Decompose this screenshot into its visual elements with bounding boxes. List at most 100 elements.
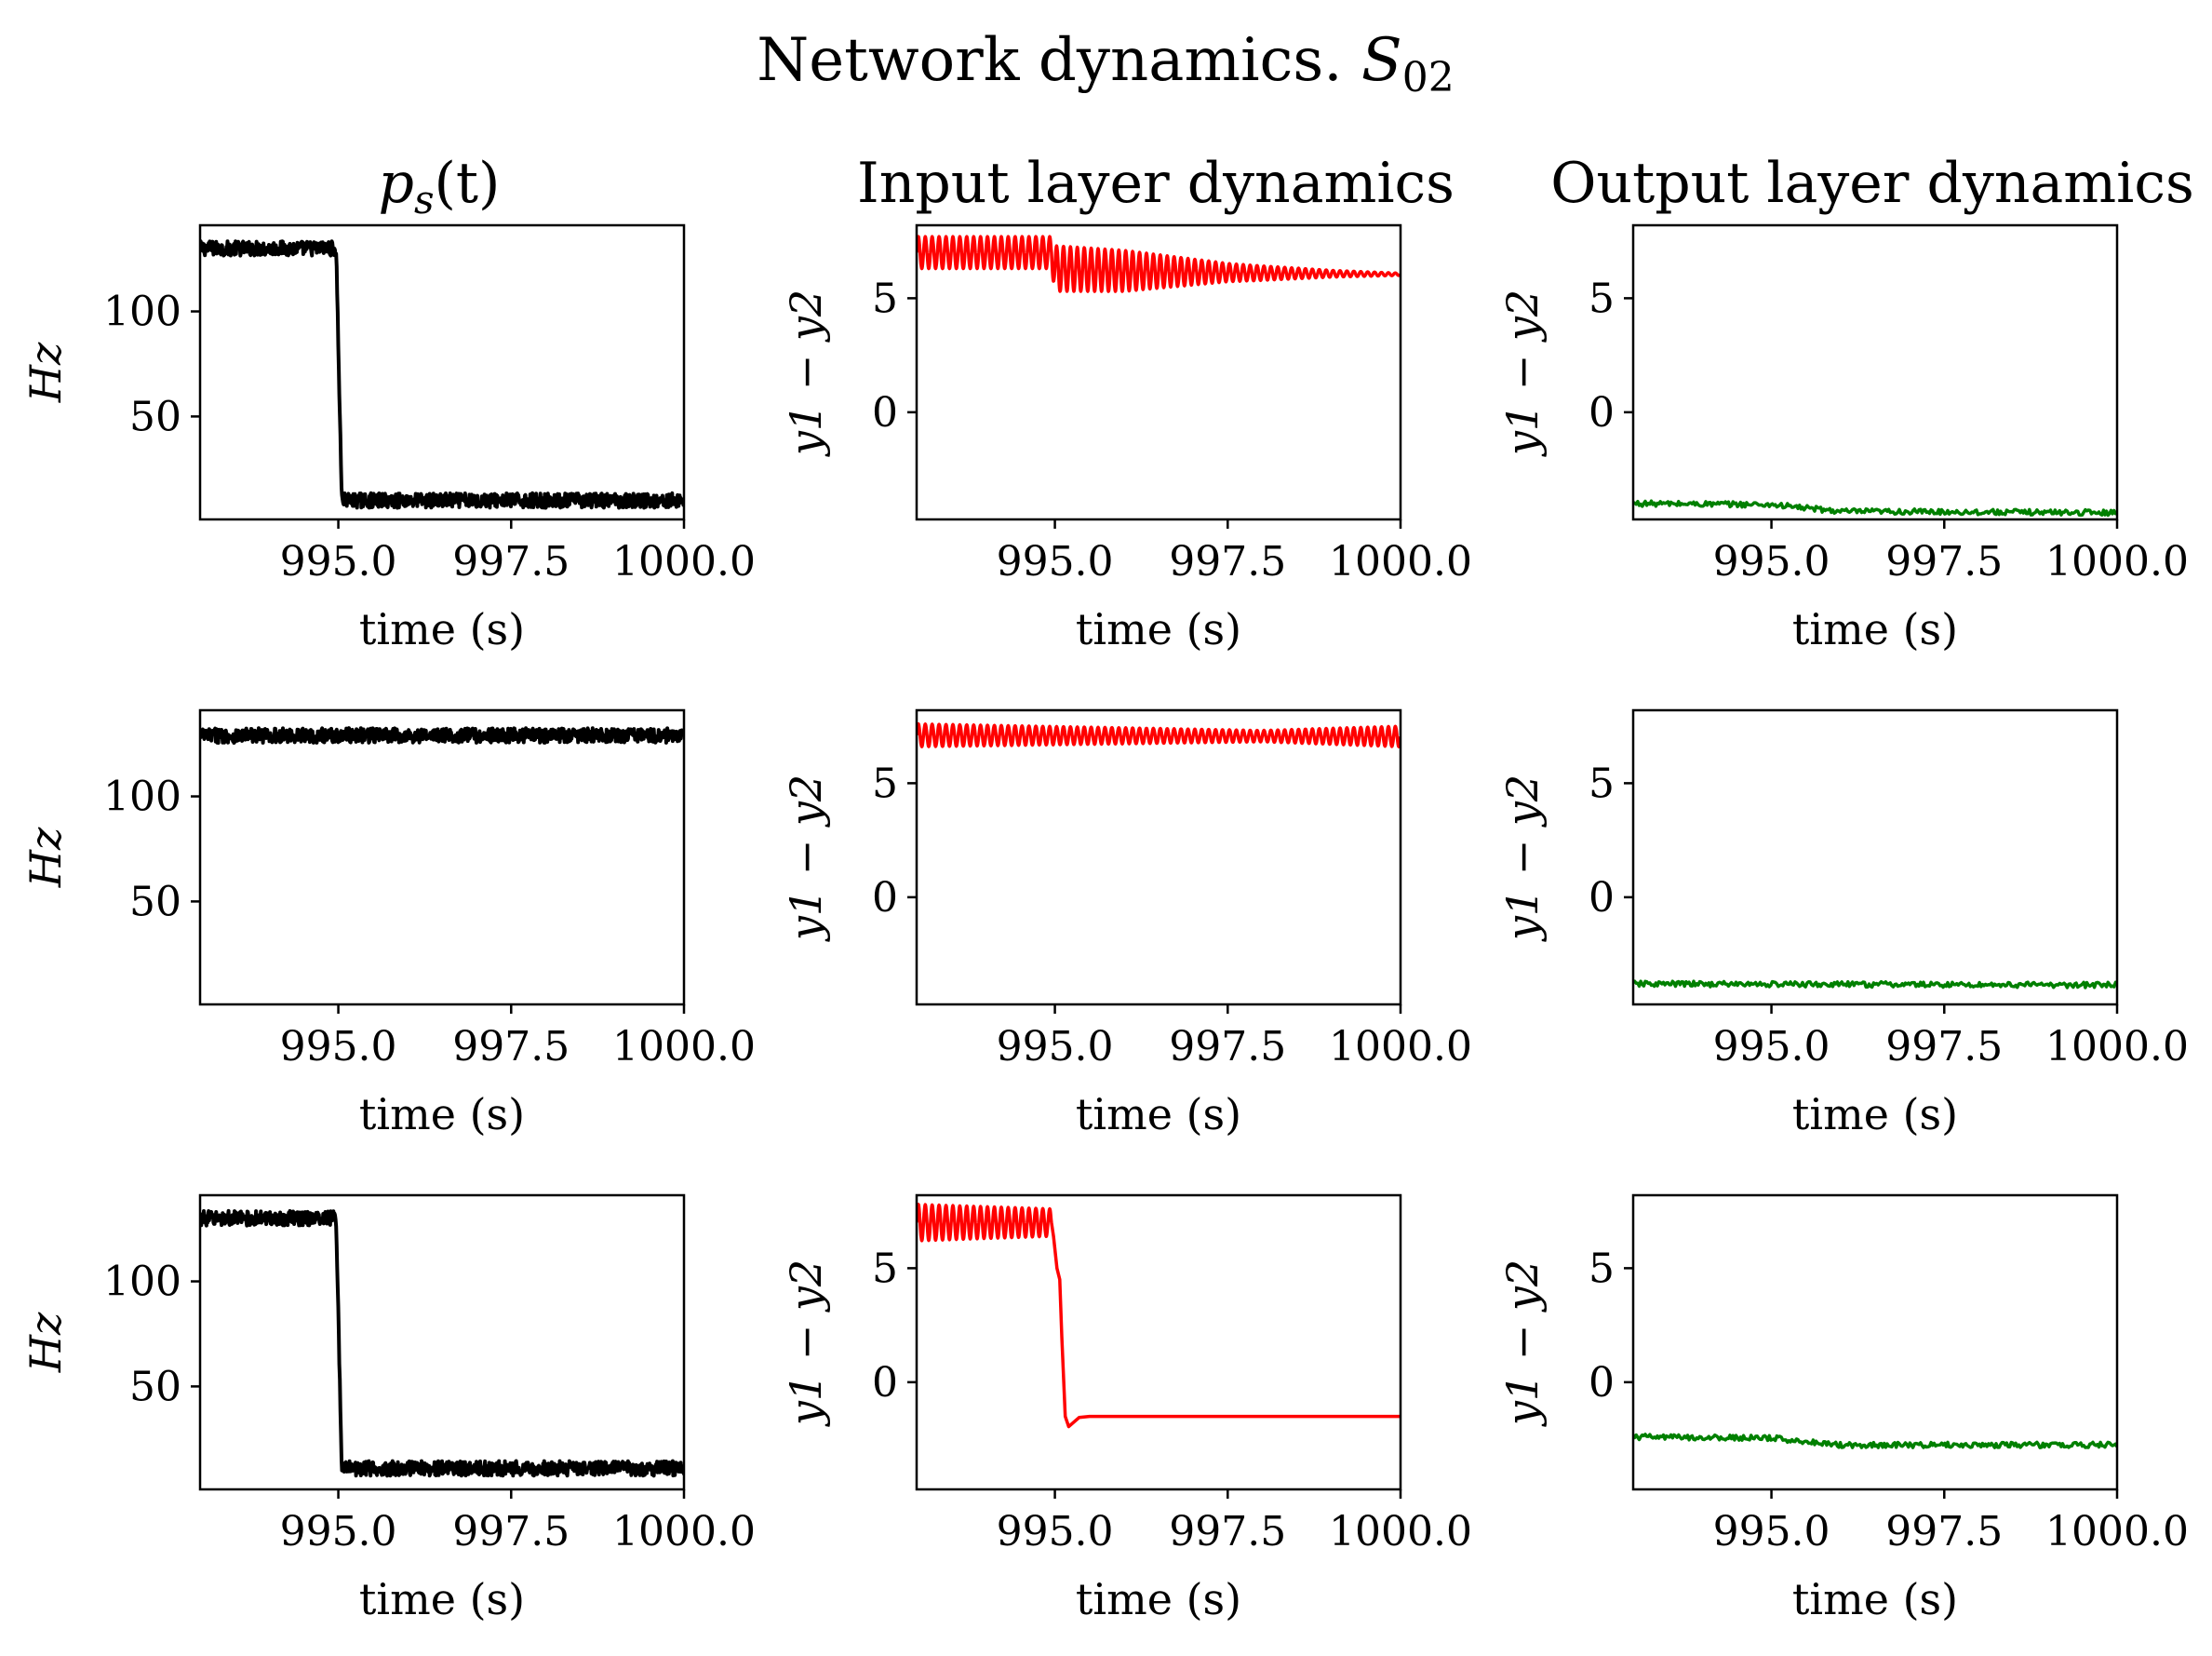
axes-frame <box>1631 223 2119 521</box>
y-axis-label: Hz <box>20 1312 71 1373</box>
x-tick-label: 1000.0 <box>612 1023 756 1070</box>
y-tick-label: 50 <box>129 393 181 440</box>
y-tick-label: 5 <box>1589 275 1615 322</box>
column-title-ps: ps(t) <box>379 151 501 222</box>
series-line-1 <box>1633 499 2117 518</box>
y-tick-label: 100 <box>103 774 181 821</box>
x-tick-label: 997.5 <box>1885 1023 2003 1070</box>
x-axis-label: time (s) <box>1792 1089 1958 1139</box>
y-tick-label: 100 <box>103 1259 181 1306</box>
axes-frame <box>198 708 686 1006</box>
x-tick-label: 1000.0 <box>612 538 756 586</box>
axes-frame <box>915 708 1402 1006</box>
y-axis-label: y1 − y2 <box>781 774 831 942</box>
figure-title: Network dynamics. S02 <box>757 26 1455 101</box>
panel-r3-c1: 995.0 997.5 1000.0 50 100 time (s) Hz <box>20 1193 756 1624</box>
column-title-input-layer: Input layer dynamics <box>857 151 1455 216</box>
y-axis-label: y1 − y2 <box>1497 1259 1548 1427</box>
plot-area <box>200 239 684 510</box>
x-tick-label: 1000.0 <box>2045 1508 2189 1555</box>
axes-frame <box>1631 708 2119 1006</box>
x-tick-label: 997.5 <box>1885 1508 2003 1555</box>
y-tick-label: 50 <box>129 878 181 925</box>
axes-frame <box>1631 1193 2119 1491</box>
x-axis-label: time (s) <box>359 1089 525 1139</box>
y-tick-label: 0 <box>872 1359 898 1407</box>
panel-r2-c1: 995.0 997.5 1000.0 50 100 time (s) Hz <box>20 708 756 1139</box>
y-tick-label: 5 <box>1589 760 1615 807</box>
panel-r2-c3: 995.0 997.5 1000.0 0 5 time (s) y1 − y2 <box>1497 708 2189 1139</box>
x-tick-label: 997.5 <box>1169 538 1286 586</box>
series-line-2 <box>1050 1222 1401 1429</box>
x-tick-label: 1000.0 <box>1329 538 1472 586</box>
x-axis-label: time (s) <box>1076 604 1241 654</box>
y-axis-label: Hz <box>20 827 71 888</box>
series-line-1 <box>200 726 684 745</box>
x-tick-label: 995.0 <box>280 538 397 586</box>
series-line-1 <box>200 1208 684 1478</box>
y-tick-label: 0 <box>872 874 898 922</box>
x-tick-label: 1000.0 <box>2045 1023 2189 1070</box>
y-axis-label: y1 − y2 <box>1497 289 1548 457</box>
plot-area <box>200 726 684 745</box>
series-line-1 <box>917 1203 1053 1243</box>
x-tick-label: 997.5 <box>1169 1508 1286 1555</box>
x-tick-label: 1000.0 <box>2045 538 2189 586</box>
axes-frame <box>915 223 1402 521</box>
x-axis-label: time (s) <box>1076 1574 1241 1624</box>
y-tick-label: 100 <box>103 289 181 336</box>
x-tick-label: 995.0 <box>1713 1023 1830 1070</box>
x-tick-label: 997.5 <box>452 1508 570 1555</box>
axes-frame <box>198 223 686 521</box>
panel-r2-c2: 995.0 997.5 1000.0 0 5 time (s) y1 − y2 <box>781 708 1472 1139</box>
x-tick-label: 1000.0 <box>1329 1508 1472 1555</box>
series-line-1 <box>1633 1433 2117 1449</box>
x-tick-label: 997.5 <box>1885 538 2003 586</box>
y-axis-label: y1 − y2 <box>781 289 831 457</box>
plot-area <box>917 721 1401 748</box>
plot-area <box>1633 499 2117 518</box>
x-axis-label: time (s) <box>1792 604 1958 654</box>
y-tick-label: 0 <box>1589 389 1615 437</box>
axes-frame <box>915 1193 1402 1491</box>
y-axis-label: y1 − y2 <box>781 1259 831 1427</box>
x-axis-label: time (s) <box>1076 1089 1241 1139</box>
plot-area <box>917 235 1401 293</box>
series-line-1 <box>917 235 1401 293</box>
plot-area <box>1633 1433 2117 1449</box>
y-tick-label: 0 <box>1589 874 1615 922</box>
plot-area <box>917 1203 1401 1429</box>
x-tick-label: 995.0 <box>280 1023 397 1070</box>
y-axis-label: y1 − y2 <box>1497 774 1548 942</box>
y-tick-label: 0 <box>872 389 898 437</box>
x-tick-label: 995.0 <box>280 1508 397 1555</box>
y-tick-label: 5 <box>1589 1245 1615 1292</box>
panel-r3-c3: 995.0 997.5 1000.0 0 5 time (s) y1 − y2 <box>1497 1193 2189 1624</box>
x-tick-label: 995.0 <box>1713 1508 1830 1555</box>
x-tick-label: 995.0 <box>997 538 1114 586</box>
x-tick-label: 1000.0 <box>1329 1023 1472 1070</box>
y-tick-label: 0 <box>1589 1359 1615 1407</box>
x-axis-label: time (s) <box>359 604 525 654</box>
y-tick-label: 5 <box>872 275 898 322</box>
y-axis-label: Hz <box>20 342 71 403</box>
axes-frame <box>198 1193 686 1491</box>
column-title-output-layer: Output layer dynamics <box>1550 151 2194 216</box>
x-axis-label: time (s) <box>359 1574 525 1624</box>
x-tick-label: 1000.0 <box>612 1508 756 1555</box>
y-tick-label: 5 <box>872 760 898 807</box>
x-tick-label: 997.5 <box>452 1023 570 1070</box>
plot-area <box>200 1208 684 1478</box>
x-tick-label: 995.0 <box>1713 538 1830 586</box>
panel-r1-c1: 995.0 997.5 1000.0 50 100 time (s) Hz <box>20 223 756 654</box>
series-line-1 <box>200 239 684 510</box>
x-tick-label: 995.0 <box>997 1023 1114 1070</box>
series-line-1 <box>1633 979 2117 990</box>
series-line-1 <box>917 721 1401 748</box>
y-tick-label: 5 <box>872 1245 898 1292</box>
x-tick-label: 997.5 <box>1169 1023 1286 1070</box>
x-axis-label: time (s) <box>1792 1574 1958 1624</box>
y-tick-label: 50 <box>129 1363 181 1410</box>
